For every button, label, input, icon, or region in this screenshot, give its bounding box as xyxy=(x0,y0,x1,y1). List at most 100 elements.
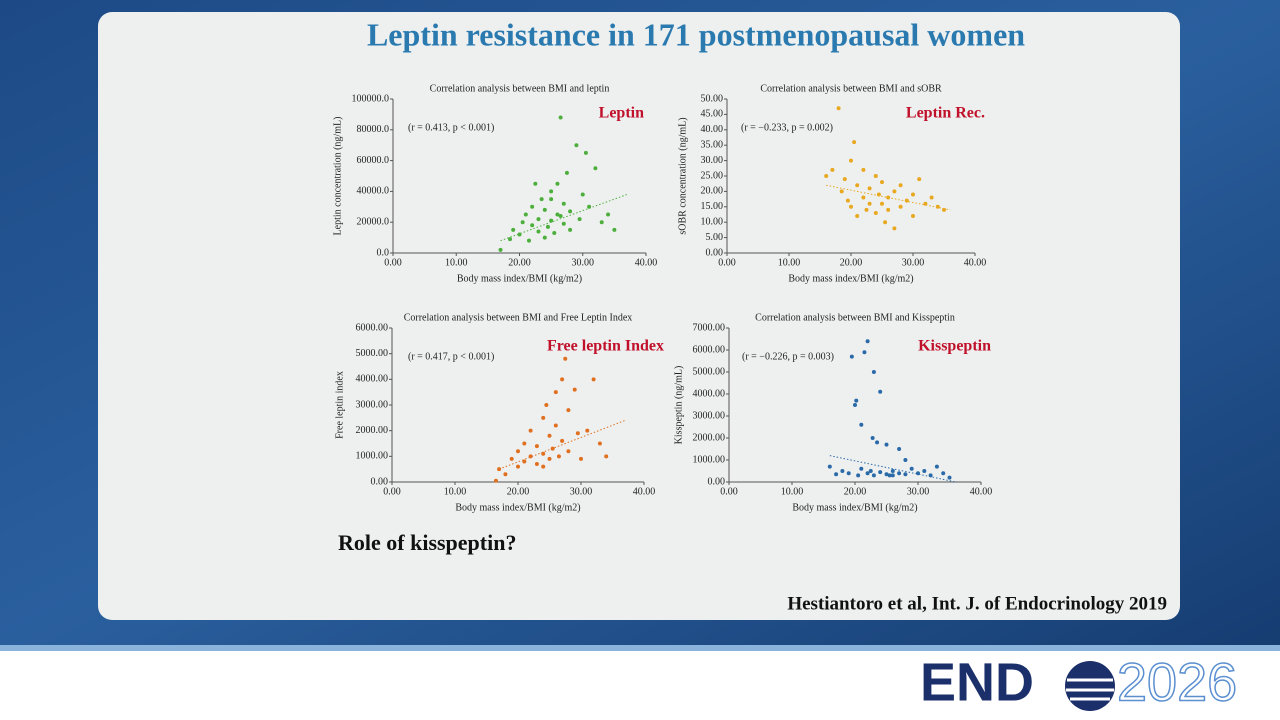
point xyxy=(871,473,876,478)
point xyxy=(861,167,866,172)
point xyxy=(892,189,897,194)
y-tick-label: 3000.00 xyxy=(356,399,389,410)
y-tick-label: 5000.00 xyxy=(693,366,726,377)
citation: Hestiantoro et al, Int. J. of Endocrinol… xyxy=(787,593,1167,614)
point xyxy=(536,229,541,234)
y-tick-label: 40.00 xyxy=(701,124,724,135)
point xyxy=(539,197,544,202)
point xyxy=(549,197,554,202)
point xyxy=(878,470,883,475)
point xyxy=(561,221,566,226)
point xyxy=(516,449,520,454)
stripe xyxy=(0,645,1280,651)
point xyxy=(583,150,588,155)
point xyxy=(534,444,539,449)
y-tick-label: 3000.00 xyxy=(693,410,726,421)
point xyxy=(909,466,914,471)
point xyxy=(497,467,502,472)
logo-year: 2026 xyxy=(1117,652,1237,712)
x-tick-label: 0.00 xyxy=(718,257,736,268)
x-tick-label: 10.00 xyxy=(781,486,804,497)
y-tick-label: 4000.00 xyxy=(356,374,389,385)
y-tick-label: 60000.0 xyxy=(357,155,390,166)
y-tick-label: 20000.0 xyxy=(357,216,390,227)
annotation: (r = 0.413, p < 0.001) xyxy=(408,122,494,133)
series-label: Free leptin Index xyxy=(547,338,664,355)
point xyxy=(842,177,847,182)
point xyxy=(867,201,872,206)
point xyxy=(824,174,829,178)
point xyxy=(550,446,555,451)
point xyxy=(942,207,946,212)
y-tick-label: 0.00 xyxy=(708,476,726,487)
y-tick-label: 50.00 xyxy=(701,93,724,104)
point xyxy=(865,471,870,476)
point xyxy=(560,438,565,443)
x-tick-label: 40.00 xyxy=(633,486,656,497)
x-axis-label: Body mass index/BMI (kg/m2) xyxy=(792,502,917,513)
point xyxy=(861,195,866,200)
point xyxy=(568,227,573,232)
point xyxy=(917,177,922,182)
point xyxy=(922,469,927,473)
point xyxy=(541,451,546,456)
point xyxy=(503,472,508,477)
point xyxy=(867,186,872,191)
point xyxy=(880,201,884,206)
x-tick-label: 30.00 xyxy=(570,486,593,497)
y-tick-label: 0.00 xyxy=(706,247,724,258)
chart-title: Correlation analysis between BMI and lep… xyxy=(430,83,610,94)
point xyxy=(911,214,915,219)
point xyxy=(916,471,920,476)
point xyxy=(852,140,857,145)
point xyxy=(553,390,558,395)
y-tick-label: 4000.00 xyxy=(693,388,726,399)
point xyxy=(558,115,563,120)
point xyxy=(520,220,525,225)
point xyxy=(553,423,558,428)
y-axis-label: Kisspeptin (ng/mL) xyxy=(673,366,684,445)
x-tick-label: 0.00 xyxy=(384,257,402,268)
point xyxy=(890,473,895,478)
point xyxy=(836,106,841,111)
point xyxy=(883,220,888,225)
point xyxy=(508,237,513,242)
point xyxy=(528,454,533,459)
trend-line xyxy=(500,194,628,242)
point xyxy=(523,212,528,217)
x-tick-label: 20.00 xyxy=(507,486,530,497)
y-axis-label: sOBR concentration (ng/mL) xyxy=(677,117,688,234)
point xyxy=(947,475,952,480)
point xyxy=(862,350,867,355)
point xyxy=(903,458,908,462)
x-tick-label: 10.00 xyxy=(445,257,468,268)
point xyxy=(604,454,609,459)
x-tick-label: 0.00 xyxy=(383,486,401,497)
y-tick-label: 1000.00 xyxy=(356,451,389,462)
y-tick-label: 100000.0 xyxy=(352,93,390,104)
point xyxy=(549,218,554,223)
point xyxy=(845,198,850,203)
point xyxy=(530,204,535,209)
y-tick-label: 15.00 xyxy=(701,201,724,212)
logo-globe xyxy=(1065,661,1115,711)
x-tick-label: 30.00 xyxy=(572,257,595,268)
point xyxy=(564,170,569,175)
point xyxy=(880,180,884,185)
point xyxy=(865,339,870,344)
point xyxy=(580,192,585,197)
x-axis-label: Body mass index/BMI (kg/m2) xyxy=(455,502,580,513)
point xyxy=(923,201,928,206)
point xyxy=(575,431,580,436)
y-axis-label: Free leptin index xyxy=(334,371,345,439)
y-tick-label: 0.0 xyxy=(377,247,390,258)
point xyxy=(928,473,933,478)
y-tick-label: 1000.00 xyxy=(693,454,726,465)
x-tick-label: 30.00 xyxy=(907,486,930,497)
point xyxy=(591,377,596,382)
x-tick-label: 40.00 xyxy=(964,257,987,268)
point xyxy=(830,167,835,172)
point xyxy=(855,183,860,188)
point xyxy=(612,227,617,232)
point xyxy=(859,466,864,471)
